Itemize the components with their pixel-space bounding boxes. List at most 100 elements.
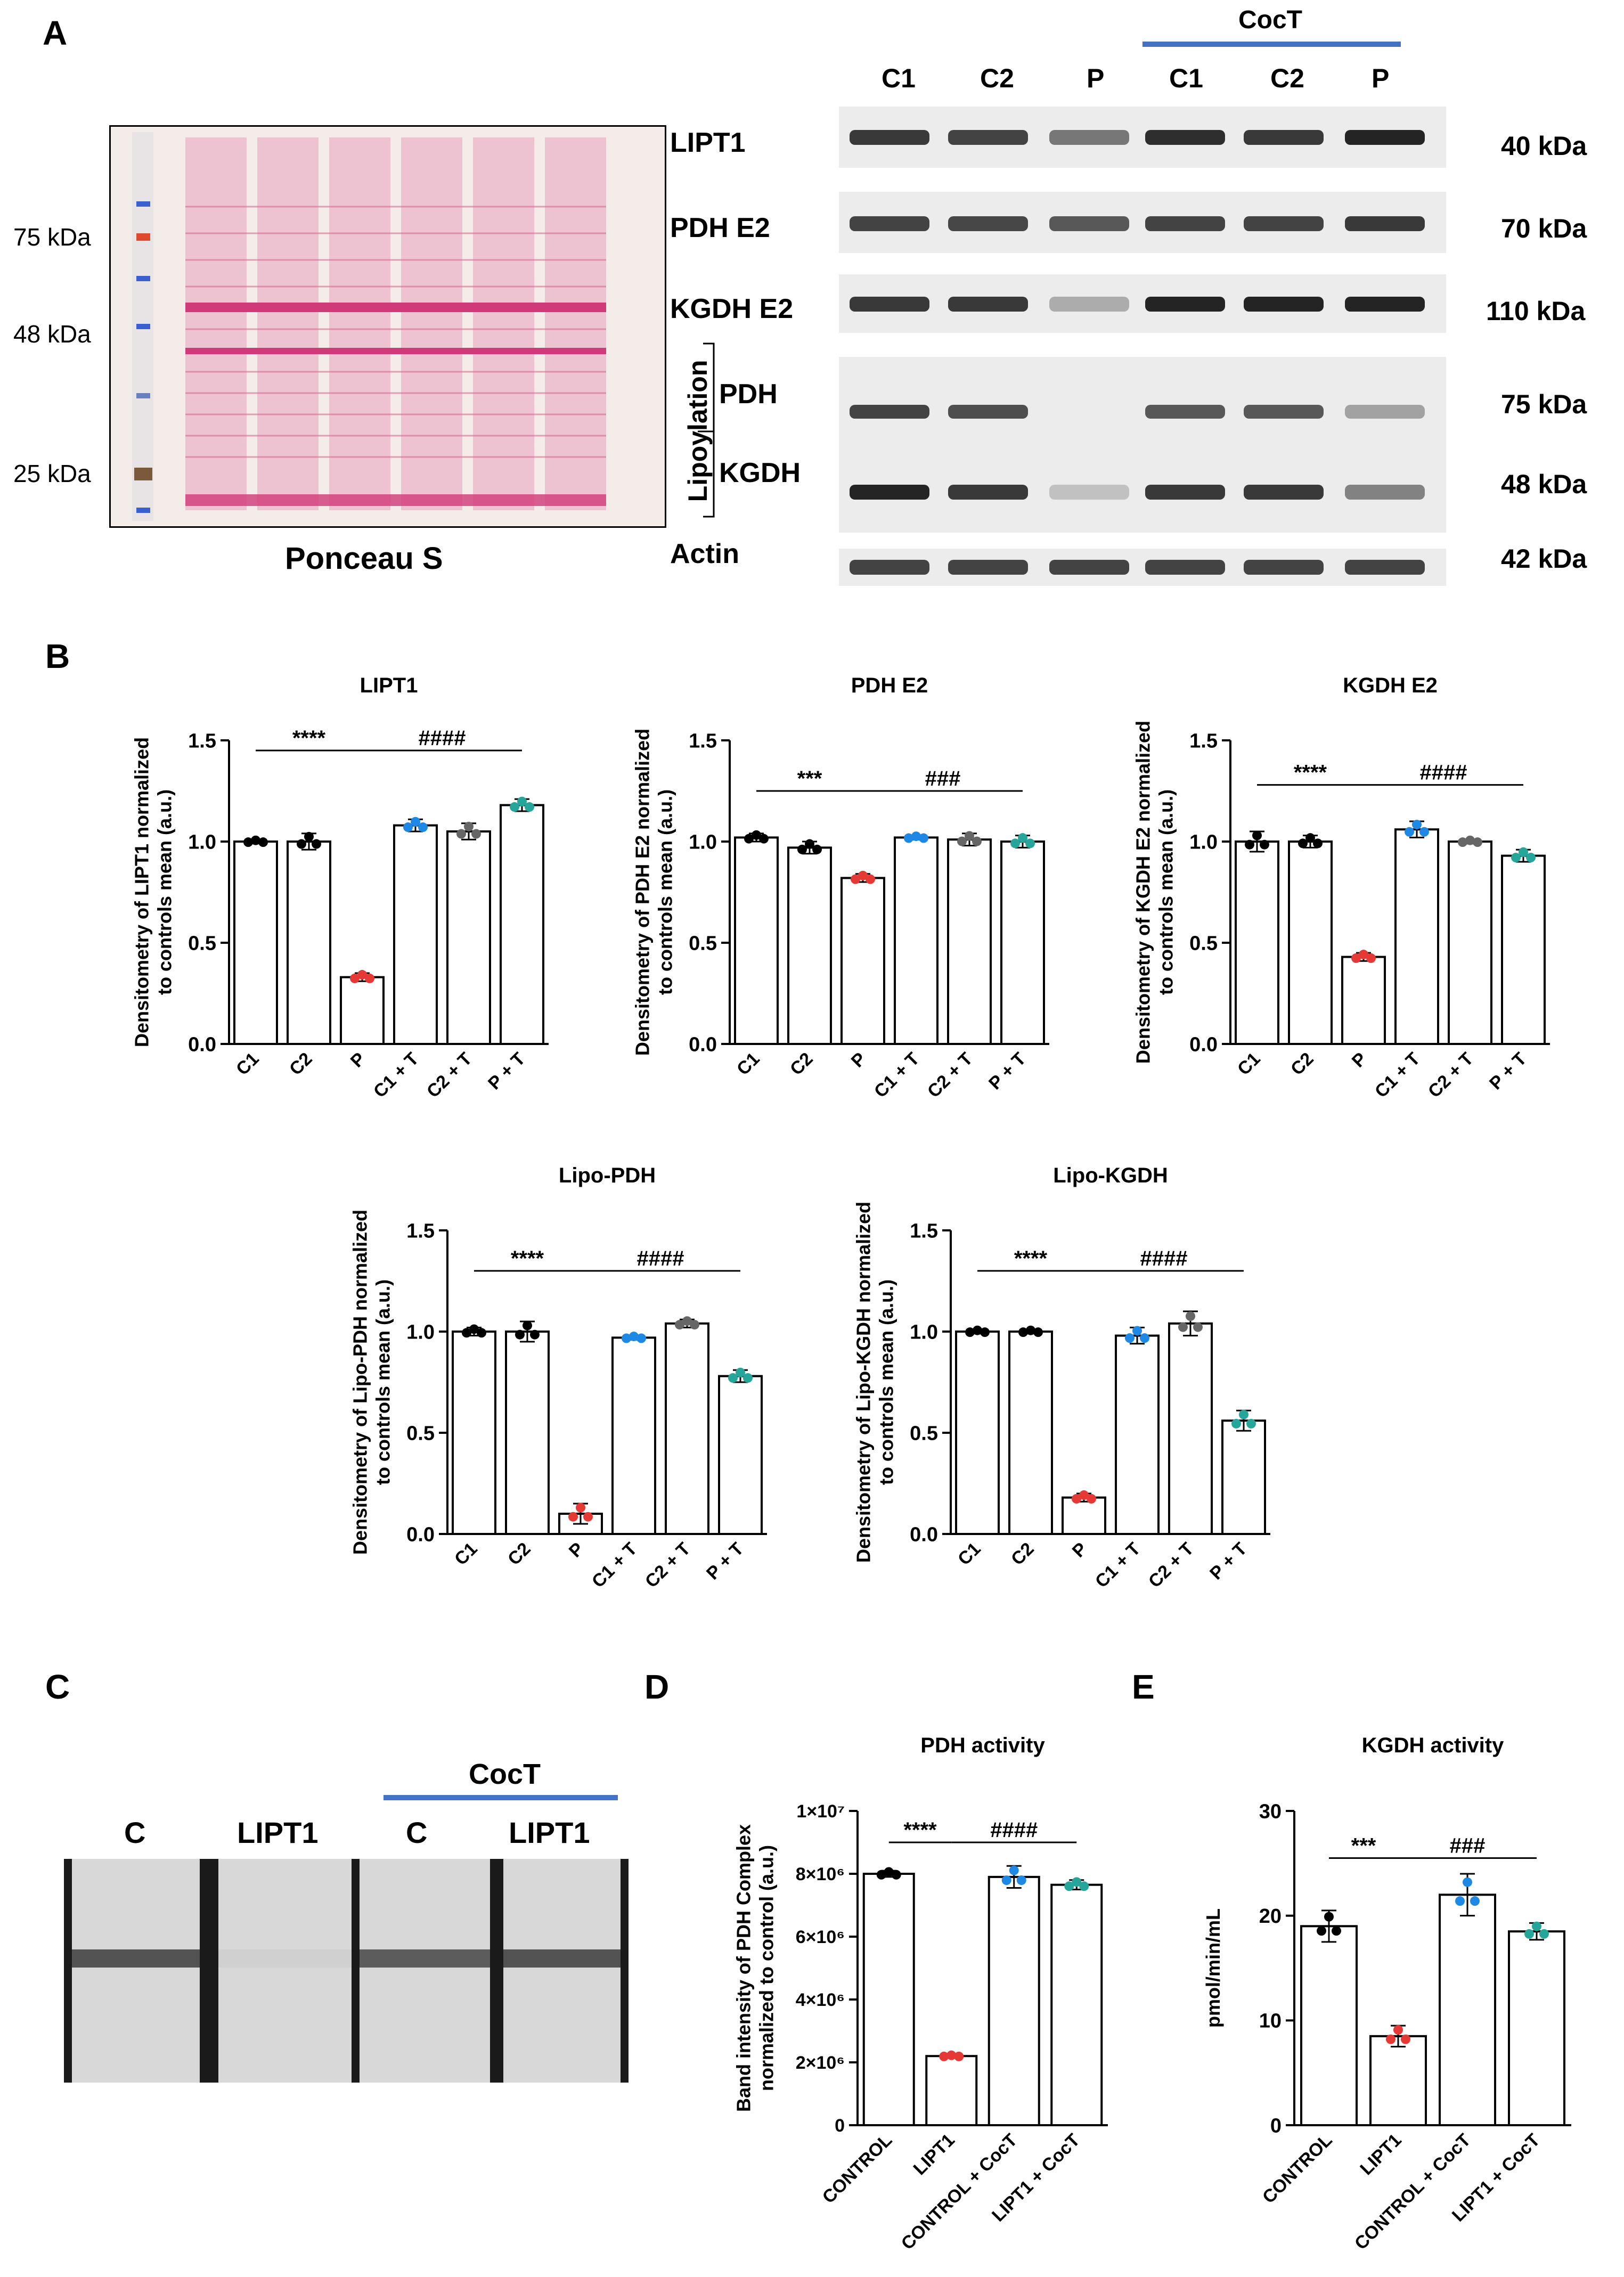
- data-point: [477, 1328, 486, 1338]
- data-point: [1125, 1333, 1135, 1343]
- row-label-actin: Actin: [670, 538, 739, 569]
- y-tick-label: 0.0: [689, 1033, 717, 1056]
- data-point: [858, 870, 868, 880]
- data-point: [1539, 1929, 1549, 1939]
- data-point: [1401, 2034, 1410, 2044]
- y-tick-label: 0.0: [910, 1523, 938, 1546]
- significance-label: ####: [1140, 1247, 1188, 1270]
- significance-label: ####: [637, 1247, 684, 1270]
- data-point: [523, 1320, 532, 1331]
- y-tick-label: 0.5: [1189, 932, 1218, 954]
- y-tick-label: 2×10⁶: [796, 2053, 845, 2073]
- bar: [611, 1336, 656, 1535]
- lane-label-c2: C2: [980, 63, 1014, 93]
- data-point: [365, 973, 374, 983]
- data-point: [1511, 853, 1521, 863]
- y-tick-label: 6×10⁶: [796, 1927, 845, 1947]
- bar: [233, 840, 278, 1045]
- data-point: [946, 2050, 957, 2060]
- data-point: [744, 834, 754, 844]
- y-tick-label: 1.0: [1189, 831, 1218, 853]
- row-label-pdh-e2: PDH E2: [670, 213, 770, 243]
- gel-lane: [218, 1859, 352, 2083]
- data-point: [1001, 1875, 1011, 1886]
- blot-band-lipo-kgdh: [1244, 485, 1324, 500]
- blot-band: [850, 130, 929, 145]
- blot-band: [1049, 297, 1129, 312]
- x-tick-label: P: [1068, 1539, 1091, 1562]
- chart-title: PDH E2: [851, 674, 928, 697]
- x-tick-label: C2: [1007, 1539, 1038, 1570]
- y-tick-label: 0.5: [188, 932, 216, 954]
- data-point: [1239, 1409, 1248, 1419]
- data-point: [515, 1329, 525, 1340]
- significance-label: ###: [1450, 1834, 1486, 1858]
- data-point: [972, 836, 982, 846]
- bar: [558, 1513, 603, 1535]
- data-point: [1010, 838, 1020, 848]
- x-tick-label: CONTROL: [1259, 2130, 1336, 2208]
- blot-band: [948, 560, 1028, 575]
- y-tick-label: 1.5: [1189, 730, 1218, 752]
- blot-band: [850, 216, 929, 231]
- y-tick-label: 1.0: [188, 831, 216, 853]
- data-point: [1458, 837, 1467, 847]
- panel-c-lane-c-cocT: C: [406, 1816, 428, 1849]
- x-tick-label: P + T: [703, 1539, 748, 1584]
- x-tick-label: C1 + T: [1091, 1539, 1145, 1592]
- data-point: [939, 2051, 949, 2061]
- blot-band: [850, 297, 929, 312]
- bar: [734, 836, 779, 1045]
- y-tick-label: 1.5: [910, 1220, 938, 1242]
- x-tick-label: C2: [1287, 1049, 1318, 1080]
- y-axis-label: Densitometry of Lipo-PDH normalizedto co…: [349, 1210, 394, 1555]
- x-tick-label: C2: [786, 1049, 817, 1080]
- x-tick-label: C2 + T: [641, 1539, 695, 1592]
- cocT-label: CocT: [1238, 6, 1302, 34]
- data-point: [919, 833, 928, 843]
- data-point: [973, 1325, 982, 1335]
- y-tick-label: 10: [1259, 2010, 1282, 2033]
- x-tick-label: P: [1348, 1049, 1371, 1072]
- x-tick-label: P + T: [985, 1049, 1030, 1094]
- bar: [1394, 828, 1439, 1045]
- blot-band-lipo-pdh: [1145, 405, 1225, 419]
- x-tick-label: C2 + T: [423, 1049, 476, 1102]
- y-tick-label: 4×10⁶: [796, 1990, 845, 2010]
- blot-band: [948, 297, 1028, 312]
- data-point: [904, 833, 913, 843]
- y-axis-label: Densitometry of LIPT1 normalizedto contr…: [130, 737, 175, 1047]
- panel-c-letter: C: [45, 1668, 70, 1706]
- blot-band: [1345, 130, 1425, 145]
- x-tick-label: P: [565, 1539, 588, 1562]
- data-point: [1252, 830, 1262, 840]
- data-point: [1178, 1322, 1188, 1332]
- data-point: [980, 1327, 990, 1337]
- x-tick-label: P + T: [484, 1049, 529, 1094]
- y-tick-label: 1.0: [689, 831, 717, 853]
- data-point: [965, 831, 974, 841]
- data-point: [456, 829, 466, 839]
- gel-band: [72, 1949, 200, 1968]
- kda-actin: 42 kDa: [1501, 544, 1587, 574]
- lane-label-c1-cocT: C1: [1169, 63, 1203, 93]
- y-tick-label: 1.5: [188, 730, 216, 752]
- x-tick-label: C1: [954, 1539, 985, 1570]
- data-point: [1405, 827, 1414, 837]
- data-point: [1473, 837, 1482, 847]
- x-tick-label: LIPT1: [1356, 2130, 1405, 2179]
- data-point: [690, 1320, 699, 1330]
- bar: [1300, 1925, 1358, 2126]
- x-tick-label: C1 + T: [588, 1539, 641, 1592]
- y-tick-label: 1.0: [910, 1321, 938, 1343]
- x-tick-label: C1 + T: [370, 1049, 423, 1102]
- blot-band: [1145, 130, 1225, 145]
- kda-pdh-e2: 70 kDa: [1501, 214, 1587, 243]
- pdh-complex-gel-image: [64, 1859, 629, 2083]
- lipoylation-bracket: [698, 342, 715, 518]
- data-point: [462, 1328, 471, 1338]
- y-axis-label: Densitometry of KGDH E2 normalizedto con…: [1132, 721, 1177, 1064]
- chart-title: KGDH activity: [1362, 1734, 1504, 1757]
- data-point: [357, 970, 367, 980]
- data-point: [1193, 1322, 1203, 1332]
